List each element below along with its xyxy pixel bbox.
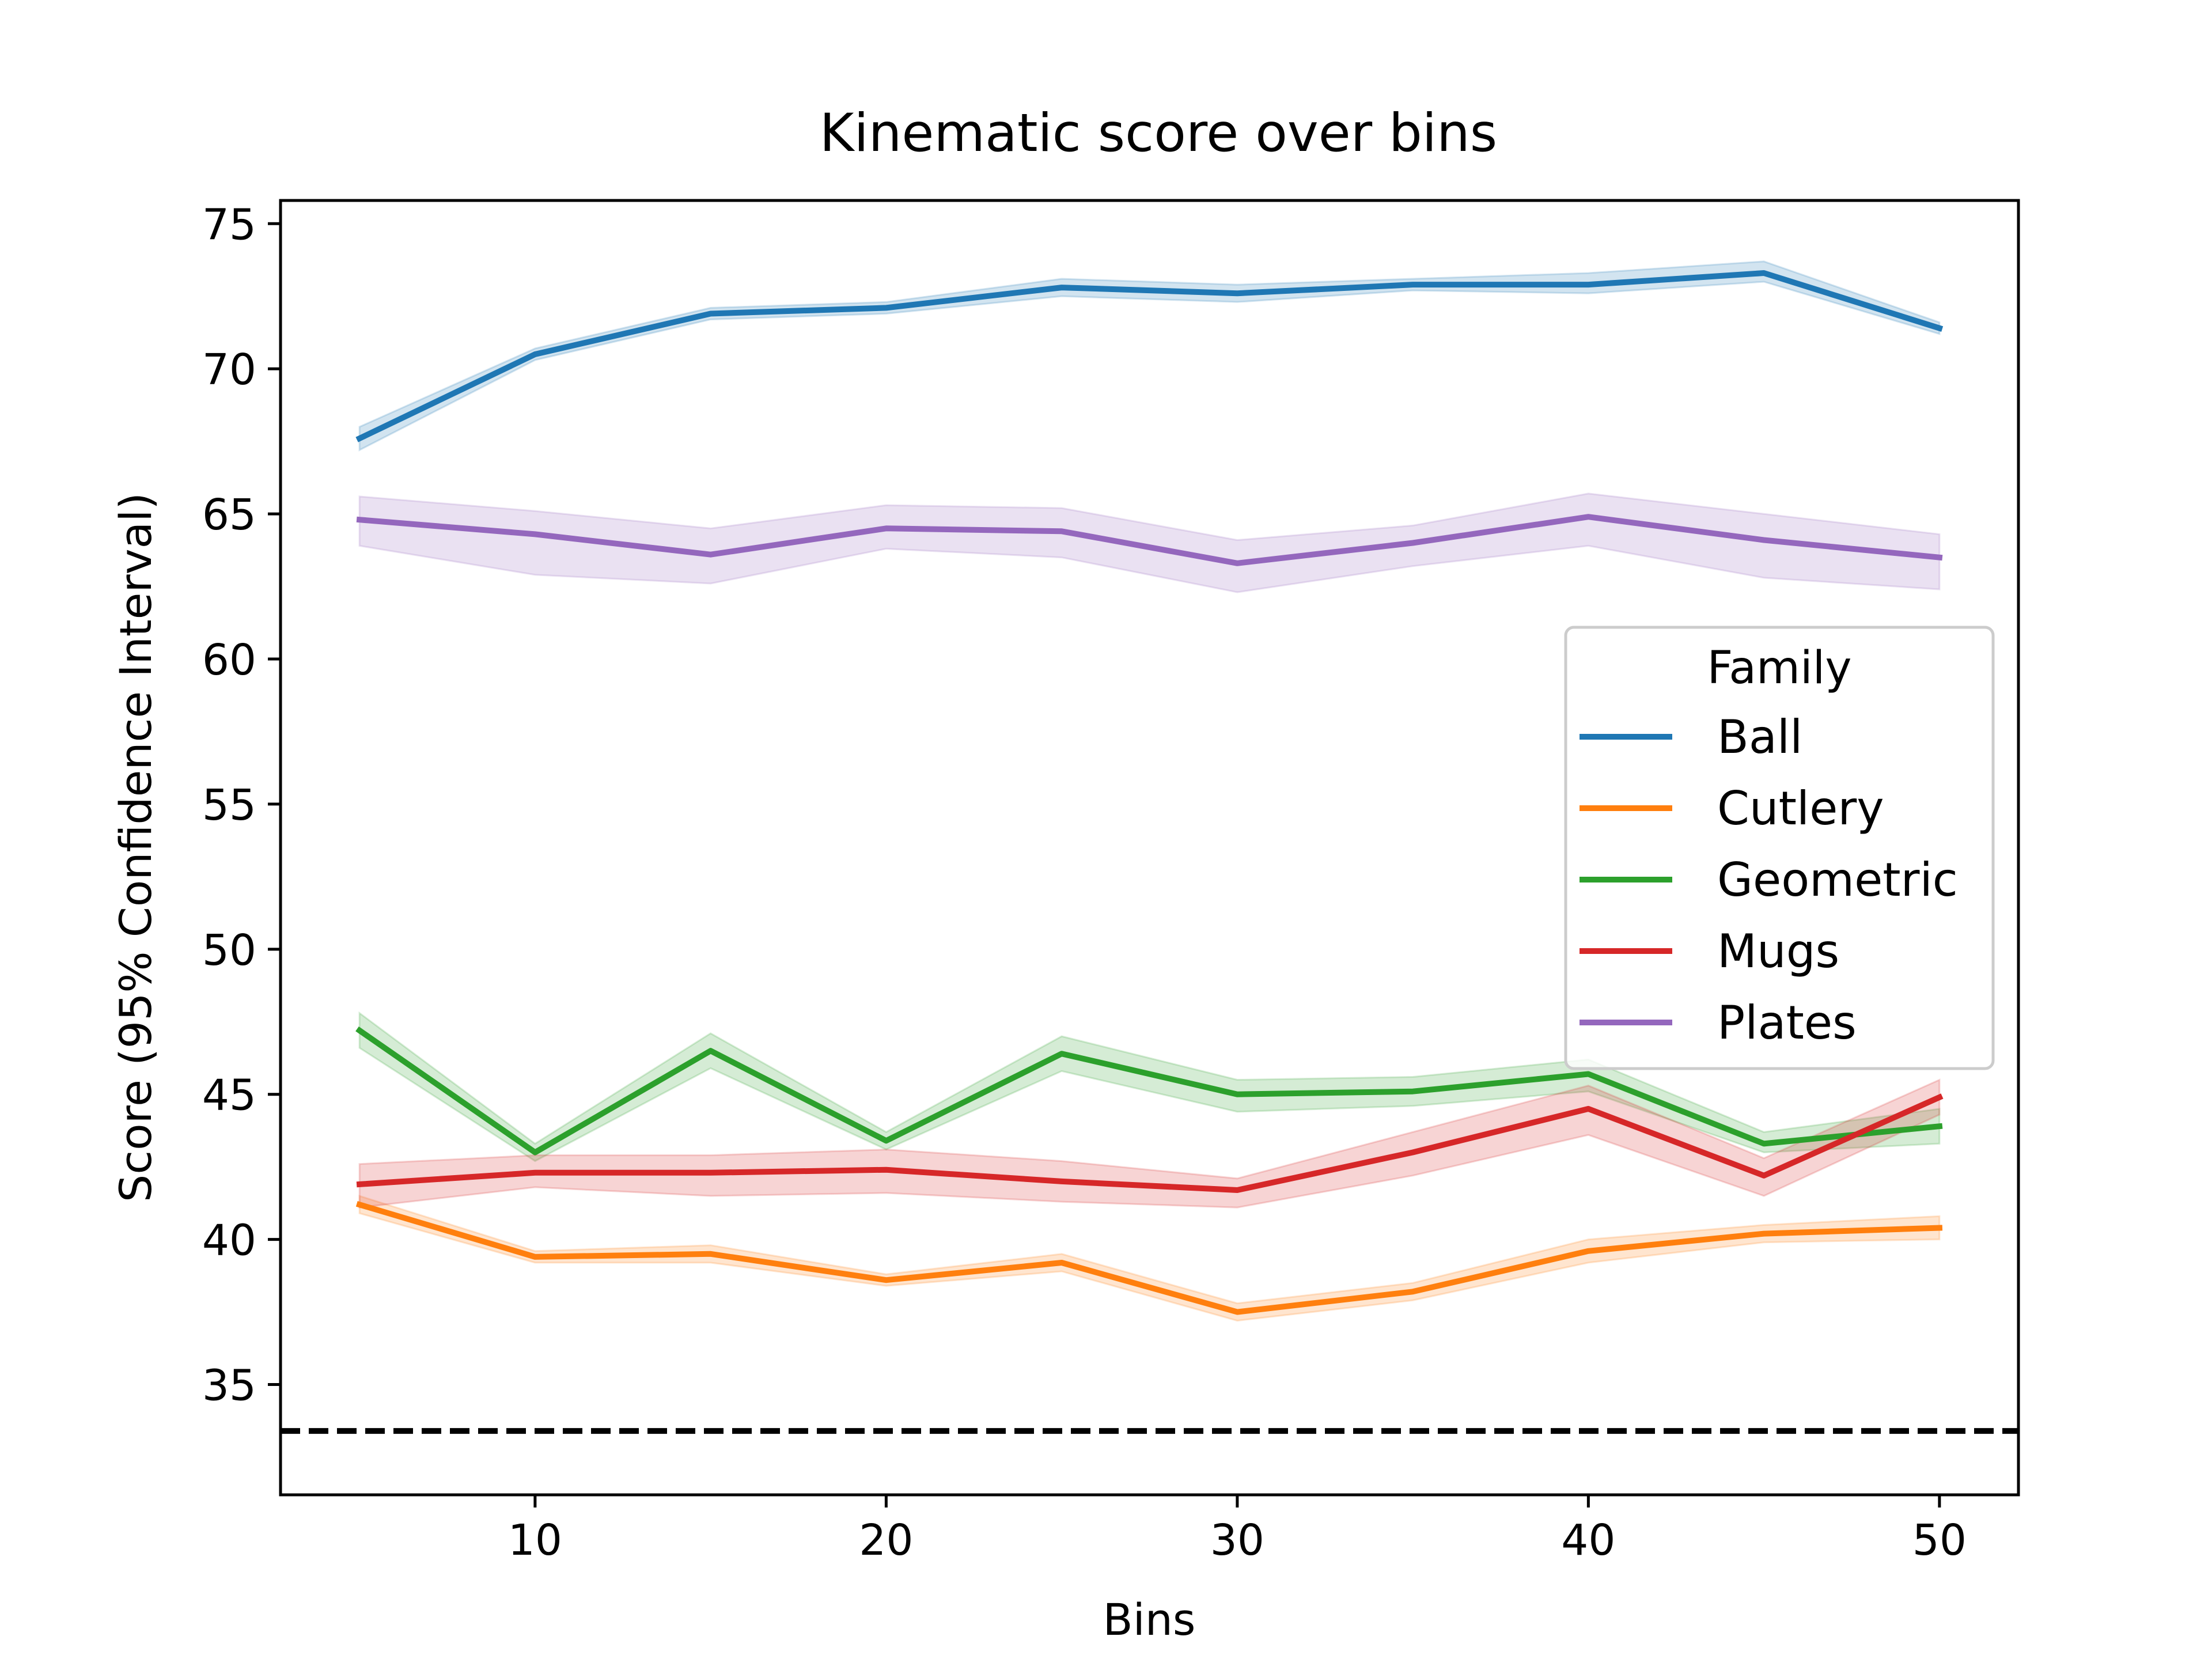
y-tick-label: 75 [202,200,256,249]
series-line-ball [355,270,1944,442]
ci-band-ball [358,260,1941,452]
y-tick-label: 40 [202,1216,256,1266]
y-tick-label: 70 [202,345,256,395]
x-tick-label: 20 [859,1516,913,1565]
ci-band-geometric [358,1011,1941,1162]
y-tick-label: 60 [202,635,256,685]
legend: Family Ball Cutlery Geometric Mugs Plates [1564,626,1995,1070]
legend-title: Family [1707,642,1852,694]
legend-items: Ball Cutlery Geometric Mugs Plates [1580,710,1958,1050]
legend-label-ball: Ball [1717,710,1802,764]
y-axis-label: Score (95% Confidence Interval) [110,493,161,1202]
y-tick-label: 55 [202,781,256,830]
series-line-cutlery [355,1200,1943,1315]
x-tick-label: 10 [508,1516,562,1565]
y-tick-label: 35 [202,1361,256,1411]
y-tick-label: 65 [202,490,256,540]
y-tick-label: 45 [202,1071,256,1120]
y-axis-ticks: 35 40 45 50 55 60 65 70 75 [202,200,281,1411]
ci-band-mugs [358,1078,1941,1209]
y-tick-label: 50 [202,926,256,975]
series-line-geometric [355,1026,1943,1156]
confidence-bands [358,260,1941,1322]
legend-box [1564,626,1995,1070]
chart-title: Kinematic score over bins [820,103,1497,164]
legend-label-geometric: Geometric [1717,853,1958,907]
x-tick-label: 50 [1912,1516,1967,1565]
x-tick-label: 40 [1561,1516,1615,1565]
ci-band-plates [358,493,1941,593]
series-line-mugs [356,1093,1944,1193]
series-lines [355,270,1944,1315]
plot-frame [279,199,2020,1497]
legend-label-cutlery: Cutlery [1717,782,1884,835]
legend-label-mugs: Mugs [1717,925,1839,978]
x-axis-ticks: 10 20 30 40 50 [508,1495,1967,1565]
series-line-plates [356,514,1943,566]
legend-label-plates: Plates [1717,996,1857,1050]
ci-band-cutlery [358,1195,1941,1322]
x-tick-label: 30 [1210,1516,1264,1565]
x-axis-label: Bins [1103,1594,1195,1645]
